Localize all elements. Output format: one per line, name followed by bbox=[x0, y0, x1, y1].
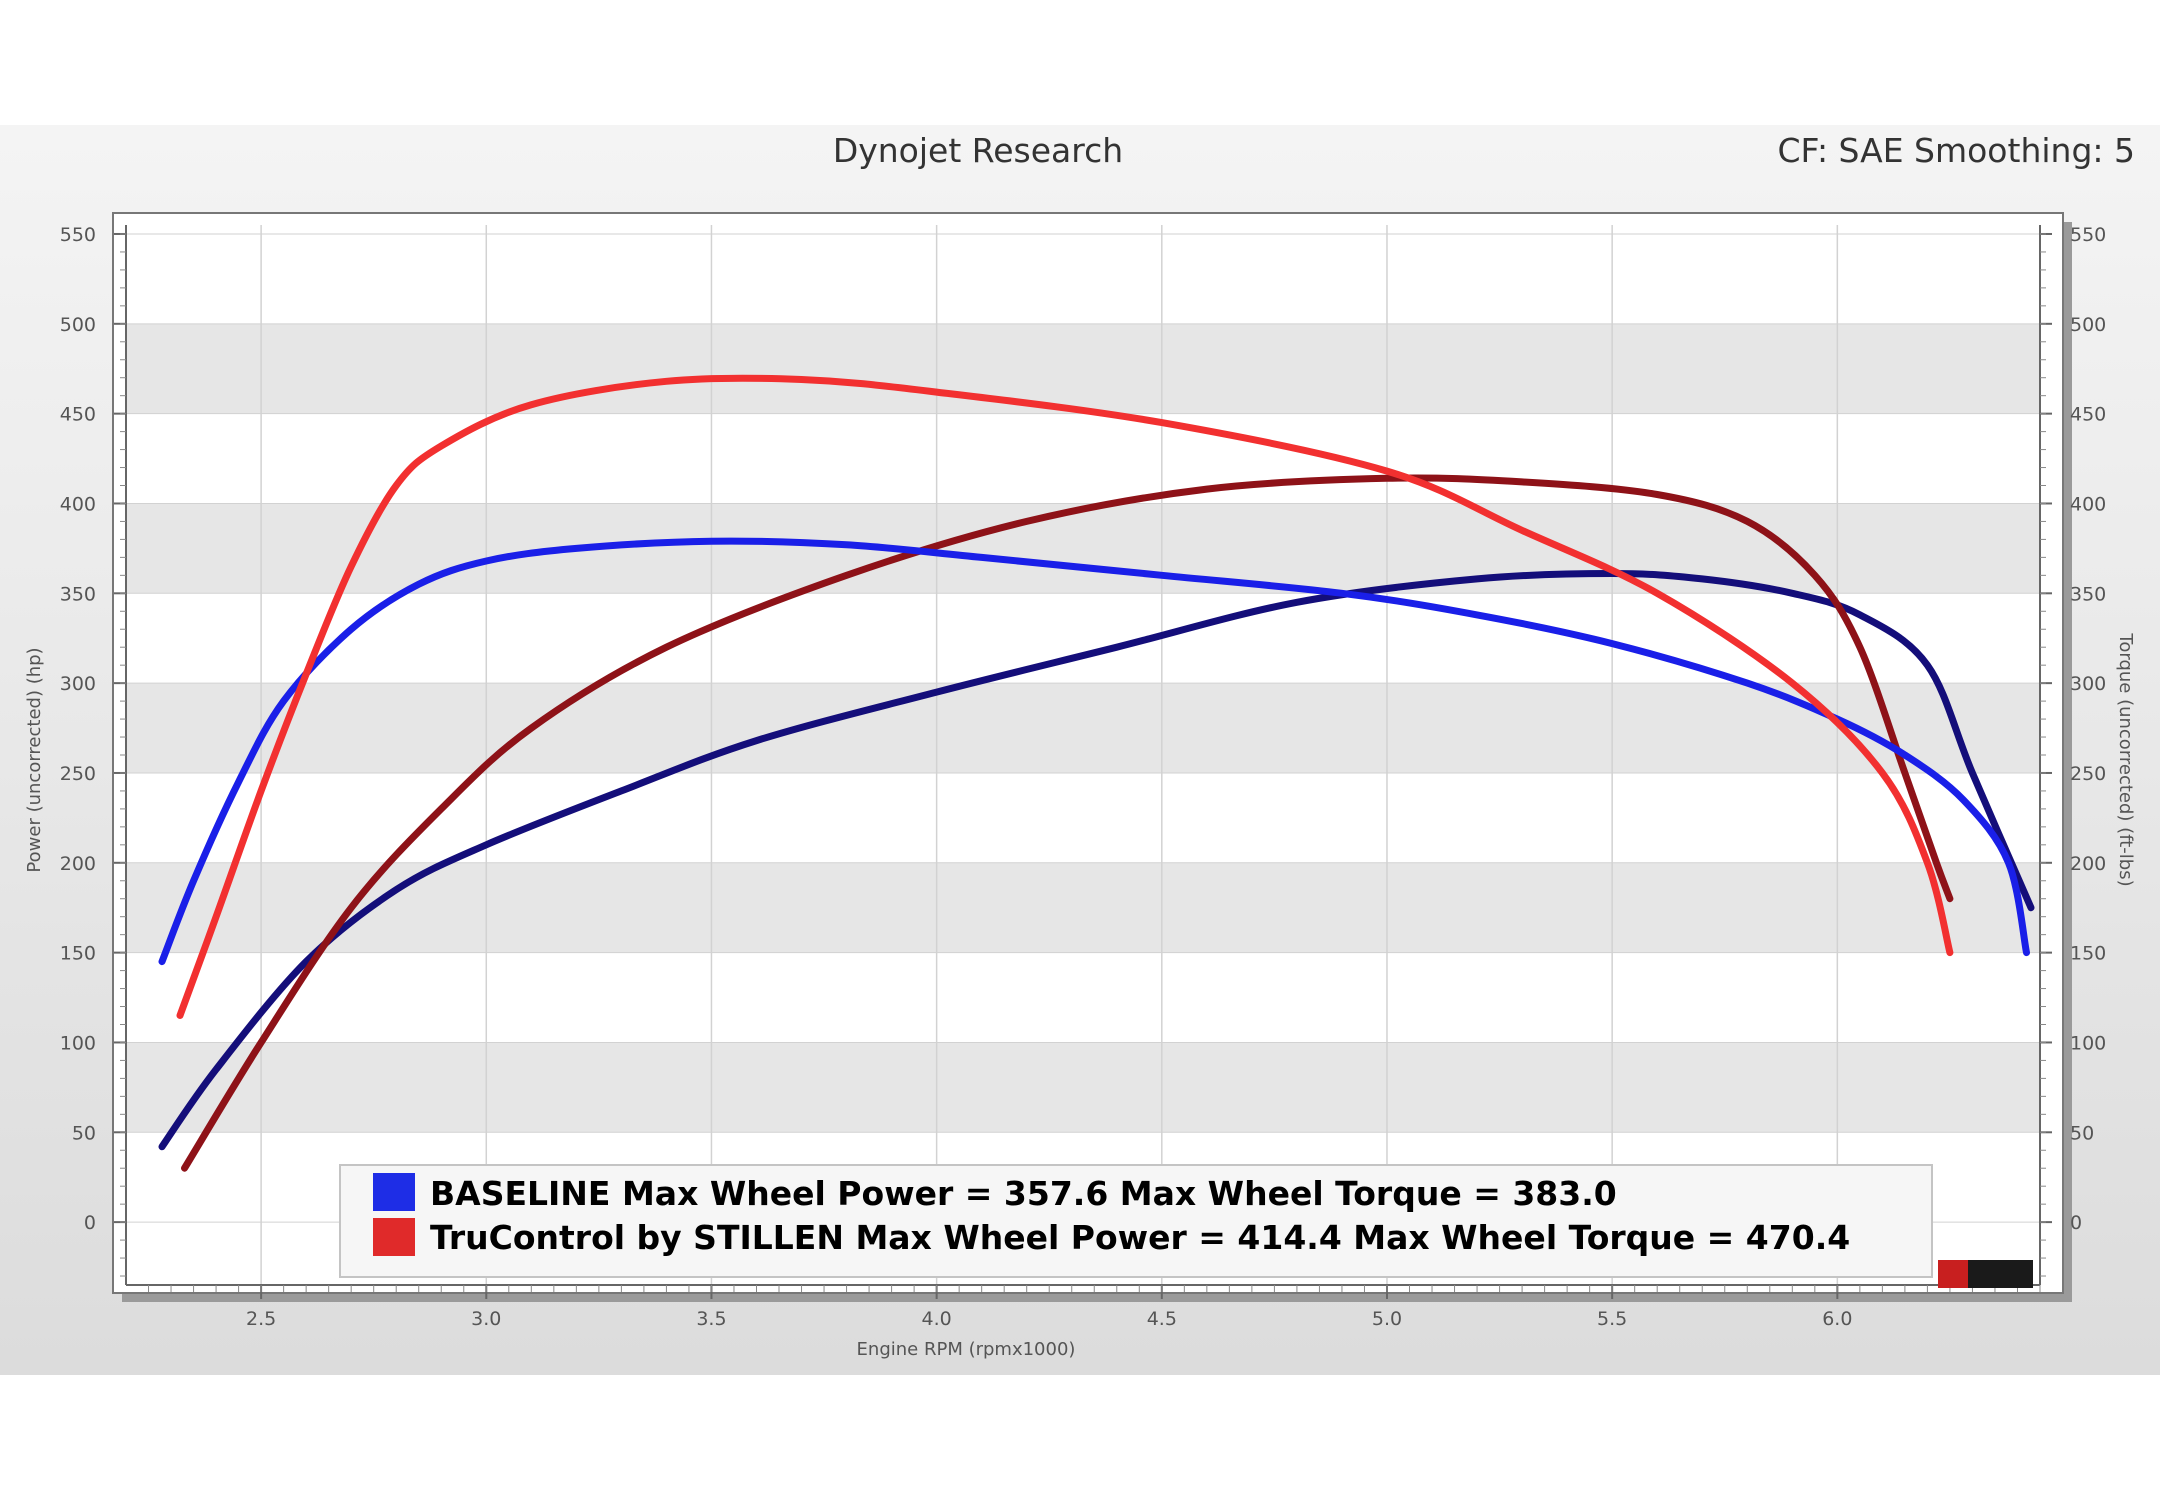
left-ticks: 0 50 100 150 200 250 300 350 400 450 500 550 bbox=[60, 224, 126, 1277]
x-tick-label: 6.0 bbox=[1822, 1308, 1852, 1330]
x-tick-label: 3.0 bbox=[471, 1308, 501, 1330]
y-tick-label-right: 450 bbox=[2070, 404, 2106, 426]
grid-band bbox=[126, 323, 2040, 414]
y-tick-label-left: 350 bbox=[60, 583, 96, 605]
x-axis-title: Engine RPM (rpmx1000) bbox=[857, 1339, 1076, 1360]
series-line-2 bbox=[158, 570, 2035, 1151]
legend-swatch-trucontrol bbox=[373, 1218, 415, 1256]
dynojet-logo bbox=[1938, 1260, 2033, 1288]
y-tick-label-right: 500 bbox=[2070, 314, 2106, 336]
x-tick-label: 2.5 bbox=[246, 1308, 276, 1330]
chart-settings: CF: SAE Smoothing: 5 bbox=[1777, 131, 2135, 170]
legend: BASELINE Max Wheel Power = 357.6 Max Whe… bbox=[339, 1164, 1933, 1278]
legend-label-baseline: BASELINE Max Wheel Power = 357.6 Max Whe… bbox=[430, 1174, 1617, 1213]
y-tick-label-left: 250 bbox=[60, 763, 96, 785]
y-tick-label-left: 400 bbox=[60, 493, 96, 515]
y-tick-label-left: 450 bbox=[60, 404, 96, 426]
y-tick-label-right: 50 bbox=[2070, 1122, 2094, 1144]
legend-label-trucontrol: TruControl by STILLEN Max Wheel Power = … bbox=[430, 1218, 1850, 1257]
x-ticks: 2.5 3.0 3.5 4.0 4.5 5.0 5.5 6.0 bbox=[148, 1285, 2041, 1330]
y-tick-label-left: 300 bbox=[60, 673, 96, 695]
y-tick-label-right: 250 bbox=[2070, 763, 2106, 785]
y-tick-label-right: 200 bbox=[2070, 853, 2106, 875]
y-tick-label-left: 0 bbox=[84, 1212, 96, 1234]
y-tick-label-left: 500 bbox=[60, 314, 96, 336]
series-layer bbox=[158, 374, 2035, 1172]
x-tick-label: 4.5 bbox=[1147, 1308, 1177, 1330]
grid-band bbox=[126, 1042, 2040, 1133]
right-ticks: 0 50 100 150 200 250 300 350 400 450 500 550 bbox=[2040, 224, 2106, 1277]
y-axis-title-right: Torque (uncorrected) (ft-lbs) bbox=[2115, 632, 2136, 886]
y-tick-label-right: 300 bbox=[2070, 673, 2106, 695]
y-tick-label-right: 550 bbox=[2070, 224, 2106, 246]
x-tick-label: 5.0 bbox=[1372, 1308, 1402, 1330]
y-tick-label-left: 200 bbox=[60, 853, 96, 875]
y-tick-label-right: 150 bbox=[2070, 943, 2106, 965]
grid-bands bbox=[126, 323, 2040, 1133]
y-tick-label-left: 150 bbox=[60, 943, 96, 965]
y-tick-label-right: 400 bbox=[2070, 493, 2106, 515]
legend-swatch-baseline bbox=[373, 1173, 415, 1211]
grid-band bbox=[126, 683, 2040, 773]
x-tick-label: 3.5 bbox=[696, 1308, 726, 1330]
grid-band bbox=[126, 503, 2040, 594]
y-tick-label-right: 0 bbox=[2070, 1212, 2082, 1234]
y-tick-label-right: 100 bbox=[2070, 1032, 2106, 1054]
y-tick-label-left: 50 bbox=[72, 1122, 96, 1144]
chart-title: Dynojet Research bbox=[833, 131, 1123, 170]
series-line-1 bbox=[176, 374, 1954, 1019]
x-tick-label: 4.0 bbox=[922, 1308, 952, 1330]
series-line-3 bbox=[181, 474, 1954, 1172]
grid-band bbox=[126, 862, 2040, 953]
y-tick-label-left: 550 bbox=[60, 224, 96, 246]
y-axis-title-left: Power (uncorrected) (hp) bbox=[24, 647, 45, 872]
y-tick-label-right: 350 bbox=[2070, 583, 2106, 605]
legend-box bbox=[339, 1164, 1933, 1278]
y-tick-label-left: 100 bbox=[60, 1032, 96, 1054]
x-tick-label: 5.5 bbox=[1597, 1308, 1627, 1330]
series-line-0 bbox=[158, 537, 2030, 966]
